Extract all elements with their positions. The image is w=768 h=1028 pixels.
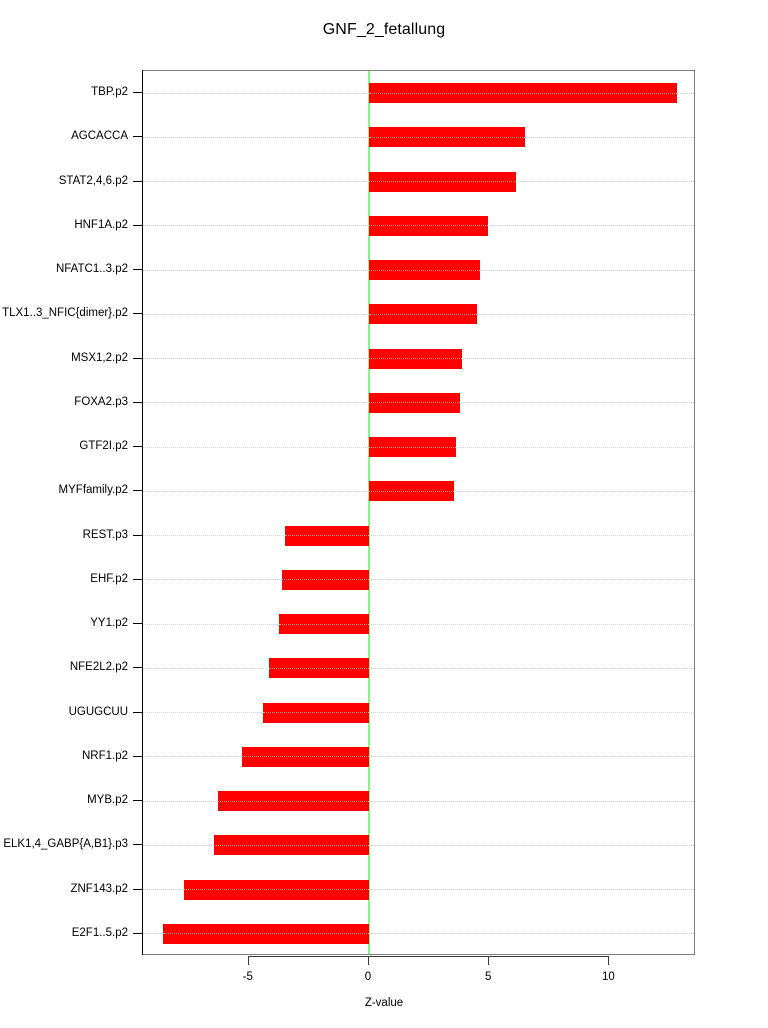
y-axis-tick <box>133 667 142 669</box>
y-axis-tick <box>133 711 142 713</box>
y-axis-tick <box>133 92 142 94</box>
plot-inner <box>143 71 694 954</box>
y-axis-tick <box>133 401 142 403</box>
x-axis-tick <box>247 956 249 965</box>
y-axis-label: ELK1,4_GABP{A,B1}.p3 <box>3 838 128 851</box>
y-axis-tick <box>133 888 142 890</box>
gridline <box>143 800 694 802</box>
gridline-overlay <box>369 313 478 315</box>
gridline-overlay <box>369 225 488 227</box>
y-axis-tick <box>133 313 142 315</box>
y-axis-tick <box>133 578 142 580</box>
gridline-overlay <box>163 933 369 935</box>
x-axis-tick-label: 0 <box>364 971 372 983</box>
gridline <box>143 535 694 537</box>
gridline-overlay <box>278 623 369 625</box>
y-axis-tick <box>133 224 142 226</box>
gridline <box>143 933 694 935</box>
y-axis-tick <box>133 844 142 846</box>
gridline-overlay <box>369 181 516 183</box>
gridline-overlay <box>269 667 369 669</box>
y-axis-label: AGCACCA <box>71 130 128 143</box>
y-axis-tick <box>133 932 142 934</box>
y-axis-label: GTF2I.p2 <box>79 440 128 453</box>
gridline-overlay <box>369 402 461 404</box>
gridline-overlay <box>282 579 369 581</box>
gridline-overlay <box>213 844 369 846</box>
y-axis-label: ZNF143.p2 <box>70 882 128 895</box>
x-axis-tick <box>368 956 369 965</box>
y-axis-tick <box>133 269 142 271</box>
y-axis-tick <box>133 446 142 448</box>
y-axis-label: REST.p3 <box>82 528 128 541</box>
y-axis-label: MYFfamily.p2 <box>58 484 128 497</box>
y-axis-label: EHF.p2 <box>90 572 128 585</box>
x-axis-line <box>247 956 609 957</box>
gridline-overlay <box>241 756 369 758</box>
x-axis-tick <box>608 956 610 965</box>
y-axis-label: NFATC1..3.p2 <box>55 263 128 276</box>
y-axis-label: UGUGCUU <box>68 705 128 718</box>
y-axis-tick <box>133 623 142 625</box>
y-axis-tick <box>133 180 142 182</box>
gridline <box>143 712 694 714</box>
gridline <box>143 756 694 758</box>
y-axis-tick <box>133 800 142 802</box>
y-axis-label: NFE2L2.p2 <box>69 661 128 674</box>
y-axis-label: MYB.p2 <box>87 794 128 807</box>
y-axis-tick <box>133 136 142 138</box>
y-axis-label: NRF1.p2 <box>81 749 128 762</box>
page-title: GNF_2_fetallung <box>322 21 446 38</box>
gridline <box>143 579 694 581</box>
gridline <box>143 844 694 846</box>
y-axis-tick <box>133 357 142 359</box>
gridline-overlay <box>369 490 455 492</box>
gridline-overlay <box>369 269 480 271</box>
gridline-overlay <box>369 92 677 94</box>
plot-area <box>142 70 695 955</box>
y-axis-tick <box>133 490 142 492</box>
gridline-overlay <box>369 446 457 448</box>
gridline-overlay <box>284 535 369 537</box>
gridline-overlay <box>369 358 462 360</box>
x-axis-title: Z-value <box>364 997 404 1009</box>
y-axis-line <box>142 70 143 955</box>
x-axis-tick-label: 10 <box>602 971 615 983</box>
y-axis-label: STAT2,4,6.p2 <box>58 174 128 187</box>
gridline-overlay <box>217 800 369 802</box>
y-axis-label: MSX1,2.p2 <box>71 351 128 364</box>
gridline <box>143 667 694 669</box>
y-axis-label: TLX1..3_NFIC{dimer}.p2 <box>2 307 128 320</box>
gridline <box>143 623 694 625</box>
x-axis-tick-label: 5 <box>485 971 492 983</box>
y-axis-tick <box>133 755 142 757</box>
y-axis-label: FOXA2.p3 <box>74 395 128 408</box>
gridline <box>143 889 694 891</box>
x-axis-tick-label: -5 <box>242 971 253 983</box>
gridline-overlay <box>263 712 369 714</box>
gridline-overlay <box>369 136 526 138</box>
x-axis-tick <box>488 956 490 965</box>
y-axis-label: HNF1A.p2 <box>74 218 128 231</box>
zero-reference-line <box>368 71 370 954</box>
y-axis-label: E2F1..5.p2 <box>71 926 128 939</box>
y-axis-label: YY1.p2 <box>90 617 128 630</box>
gridline-overlay <box>183 889 369 891</box>
y-axis-tick <box>133 534 142 536</box>
y-axis-label: TBP.p2 <box>91 86 128 99</box>
